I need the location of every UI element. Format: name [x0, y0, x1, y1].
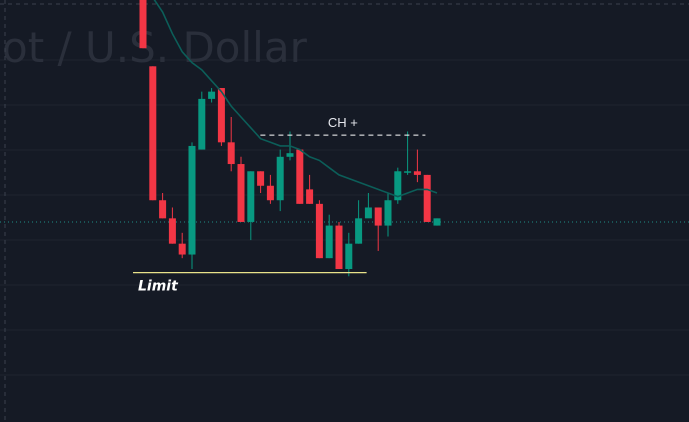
candle-body [257, 171, 265, 186]
candle [433, 218, 441, 226]
candle-body [276, 156, 284, 201]
candle-body [335, 225, 343, 270]
candle [139, 0, 147, 49]
candle-body [286, 153, 294, 157]
candle-body [433, 218, 441, 226]
candle [364, 193, 372, 219]
candle-body [217, 88, 225, 143]
candle-body [404, 171, 412, 173]
candle-body [325, 225, 333, 259]
grid [0, 59, 689, 376]
ch-plus-label: CH + [328, 115, 358, 130]
candle [188, 142, 196, 270]
candle [325, 214, 333, 259]
candle [296, 149, 304, 204]
candle-body [247, 171, 255, 222]
candle-body [168, 218, 176, 244]
candle-body [188, 145, 196, 255]
candle [247, 171, 255, 241]
candle-body [149, 66, 157, 201]
candle [355, 200, 363, 244]
candle-body [384, 200, 392, 226]
candle-body [296, 149, 304, 204]
candle [237, 156, 245, 222]
candle-body [266, 185, 274, 201]
candle-body [374, 207, 382, 226]
candle-body [237, 164, 245, 222]
watermark: ot / U.S. Dollar [2, 23, 308, 72]
candle [306, 174, 314, 204]
candle-body [315, 203, 323, 259]
candle-body [178, 243, 186, 255]
candle-body [198, 98, 206, 150]
candle-body [139, 0, 147, 49]
candle [159, 193, 167, 219]
candle [168, 207, 176, 244]
candle [257, 171, 265, 193]
candle [276, 149, 284, 212]
candle-body [159, 200, 167, 219]
candle [198, 91, 206, 150]
candle [315, 200, 323, 259]
candle-body [394, 171, 402, 201]
candle [374, 207, 382, 251]
candle-body [227, 142, 235, 165]
candle-body [345, 243, 353, 270]
candle [404, 131, 412, 175]
candle [149, 66, 157, 201]
candle [266, 174, 274, 204]
candle [384, 193, 392, 237]
candle [394, 167, 402, 204]
candle [208, 88, 216, 103]
candle-body [355, 218, 363, 244]
candle-body [306, 189, 314, 204]
candle [227, 116, 235, 172]
candle [345, 232, 353, 277]
candle [178, 232, 186, 259]
candle-body [413, 171, 421, 175]
annotations: CH + Limit [133, 115, 426, 295]
candles [139, 0, 441, 277]
candle-body [364, 207, 372, 219]
candle [217, 88, 225, 146]
candle-body [423, 174, 431, 222]
candle-body [208, 91, 216, 99]
limit-label: Limit [138, 279, 179, 295]
candle [423, 174, 431, 222]
candle [413, 149, 421, 183]
candle [335, 221, 343, 270]
moving-average-line [153, 0, 438, 198]
